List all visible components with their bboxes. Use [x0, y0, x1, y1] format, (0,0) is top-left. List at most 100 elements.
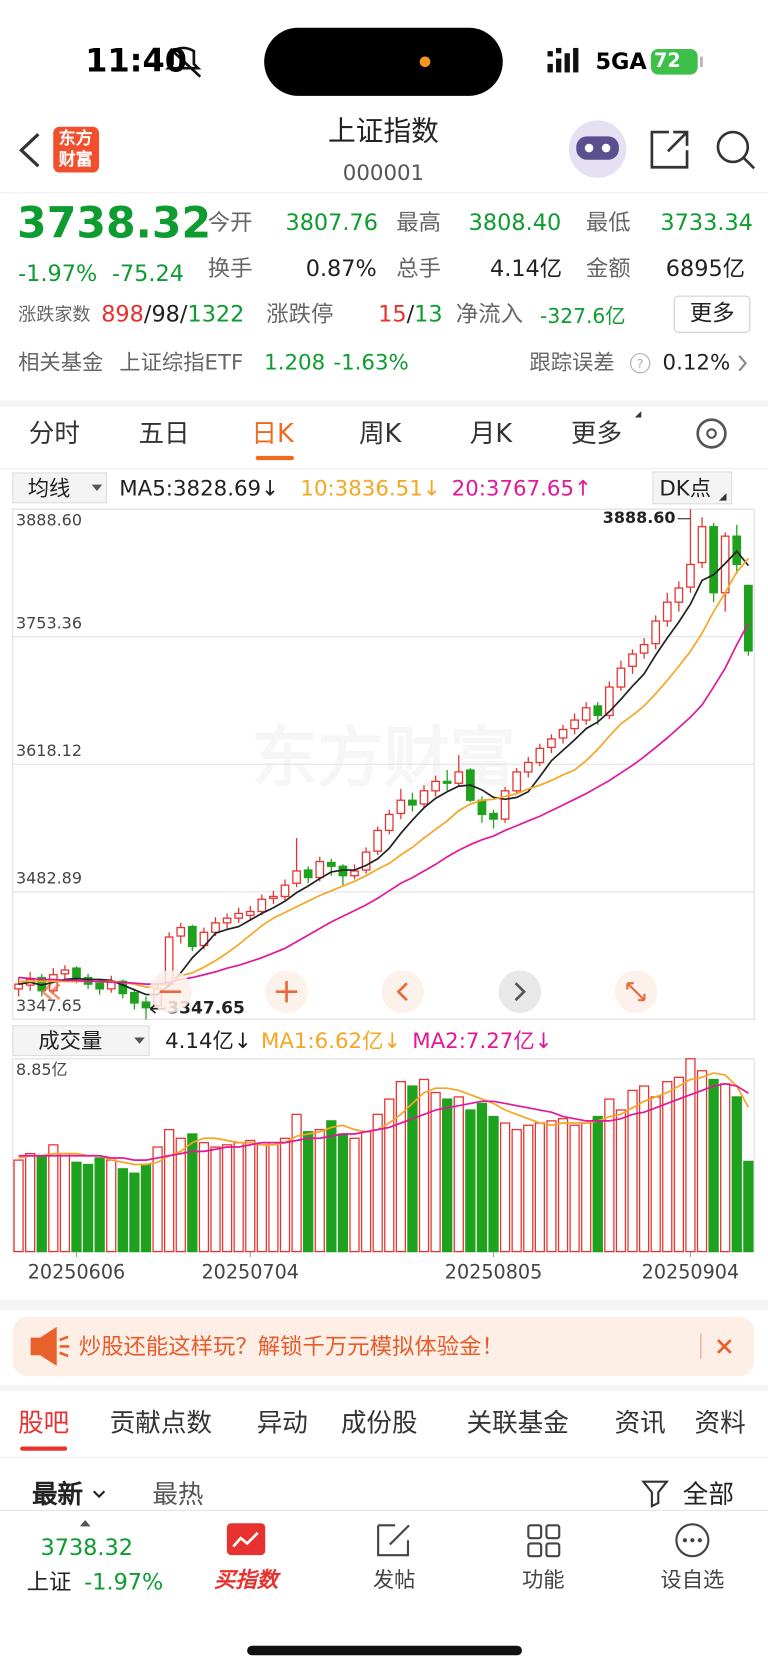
candle-body: [523, 761, 533, 773]
chart-tab[interactable]: 周K: [358, 418, 402, 449]
nav-item[interactable]: 功能: [521, 1566, 565, 1593]
ma-legend-item: 10:3836.51↓: [300, 475, 441, 501]
chevron-right[interactable]: [738, 355, 748, 372]
dk-button[interactable]: [652, 471, 733, 505]
section-gap: [0, 1299, 768, 1311]
feed-tab[interactable]: 异动: [256, 1408, 308, 1439]
volume-bar: [430, 1091, 441, 1253]
back-icon[interactable]: [18, 133, 40, 168]
nav-item[interactable]: 买指数: [214, 1566, 279, 1593]
stat-value: 3808.40: [468, 209, 562, 236]
feed-tab[interactable]: 股吧: [18, 1408, 70, 1439]
function-icon[interactable]: [527, 1524, 561, 1558]
chart-tab[interactable]: 分时: [28, 418, 80, 449]
rewind-icon[interactable]: [40, 983, 61, 1001]
filter-label[interactable]: 全部: [682, 1479, 734, 1510]
volume-bar: [360, 1131, 372, 1253]
candle-body: [500, 790, 510, 820]
volume-bar: [152, 1146, 163, 1253]
feed-tab[interactable]: 关联基金: [466, 1408, 569, 1439]
search-icon[interactable]: [716, 130, 750, 164]
next-button[interactable]: [498, 970, 542, 1013]
volume-bar: [187, 1133, 198, 1253]
feed-tab[interactable]: 资料: [694, 1408, 746, 1439]
chart-tab[interactable]: 日K: [251, 418, 294, 449]
candle-body: [72, 967, 81, 979]
breadth-label: 涨跌家数: [18, 304, 91, 326]
collapse-arrow[interactable]: [79, 1520, 91, 1527]
candle-body: [593, 705, 603, 716]
volume-bar: [499, 1122, 511, 1253]
post-icon[interactable]: [377, 1524, 410, 1557]
chart-tab[interactable]: 五日: [138, 418, 190, 449]
prev-button[interactable]: [381, 970, 424, 1013]
nav-item[interactable]: 发帖: [372, 1566, 416, 1593]
volume-bar: [534, 1122, 546, 1253]
price: 3738.32: [17, 199, 212, 249]
help-icon[interactable]: [630, 353, 651, 374]
promo-banner[interactable]: [12, 1316, 755, 1377]
candle-body: [141, 1001, 151, 1009]
feed-tab[interactable]: 资讯: [614, 1408, 666, 1439]
candle-body: [454, 771, 464, 784]
banner-text[interactable]: 炒股还能这样玩？解锁千万元模拟体验金！: [78, 1333, 504, 1360]
feed-tab[interactable]: 贡献点数: [109, 1408, 212, 1439]
volume-layer: 8.85亿 20250606 20250704 20250805 20250904: [12, 1058, 755, 1283]
more-label[interactable]: 更多: [689, 300, 735, 326]
sort-latest[interactable]: 最新: [31, 1479, 84, 1510]
candle-body: [245, 910, 255, 916]
candle-body: [95, 982, 105, 990]
volume-selector-label[interactable]: 成交量: [38, 1027, 103, 1054]
candle-body: [303, 869, 313, 879]
nav-price[interactable]: 3738.32: [40, 1534, 133, 1561]
kline-layer: 东方财富 3347.65 3482.89 3618.12 3753.36 3888.60 3…: [12, 508, 755, 1020]
watermark: 东方财富: [251, 720, 515, 797]
y-tick-label: 8.85亿: [16, 1060, 68, 1079]
more-button[interactable]: [673, 295, 751, 333]
candle-body: [743, 584, 753, 652]
candle-body: [326, 861, 336, 867]
stat-value: 6895亿: [665, 255, 746, 282]
change: -75.24: [111, 260, 184, 287]
volume-bar: [743, 1160, 754, 1253]
volume-bar: [511, 1128, 522, 1253]
logo[interactable]: [53, 126, 100, 173]
volume-bar: [731, 1096, 742, 1253]
chart-tab[interactable]: 月K: [469, 418, 513, 449]
volume-bar: [82, 1163, 94, 1253]
volume-bar: [59, 1152, 71, 1253]
candle-body: [616, 667, 626, 688]
stat-value: 4.14亿: [489, 255, 563, 282]
stat-value: 3807.76: [285, 209, 378, 236]
settings-icon[interactable]: [696, 418, 727, 449]
volume-ma-legend-item: MA2:7.27亿↓: [412, 1027, 553, 1054]
buy-index-icon[interactable]: [226, 1523, 266, 1556]
error-value: 0.12%: [662, 349, 731, 375]
sort-hot[interactable]: 最热: [152, 1479, 204, 1510]
ma-selector-label[interactable]: 均线: [27, 475, 71, 501]
nav-item[interactable]: 设自选: [660, 1566, 725, 1593]
dk-label[interactable]: DK点: [659, 475, 712, 501]
signal-icon: [547, 47, 579, 73]
candle-body: [222, 917, 232, 924]
trend-glyph: [232, 1531, 259, 1548]
chart-tab[interactable]: 更多: [570, 418, 623, 449]
feed-tab[interactable]: 成份股: [340, 1408, 418, 1439]
y-tick-label: 3347.65: [16, 996, 82, 1015]
nav-index[interactable]: 上证: [26, 1569, 72, 1595]
right-icon: [514, 982, 526, 1002]
ma-selector[interactable]: [12, 472, 108, 504]
watchlist-icon[interactable]: [675, 1523, 710, 1558]
filter-icon[interactable]: [641, 1480, 670, 1508]
nav-change[interactable]: -1.97%: [84, 1569, 164, 1595]
ma-line: [18, 557, 750, 988]
volume-bar: [25, 1152, 36, 1253]
fund-name[interactable]: 上证综指ETF: [119, 349, 244, 375]
close-icon[interactable]: [716, 1339, 732, 1354]
candle-body: [234, 912, 244, 919]
volume-selector[interactable]: [12, 1025, 150, 1057]
share-icon[interactable]: [650, 130, 689, 169]
volume-bar: [326, 1120, 337, 1253]
x-tick-label: 20250904: [642, 1260, 740, 1283]
